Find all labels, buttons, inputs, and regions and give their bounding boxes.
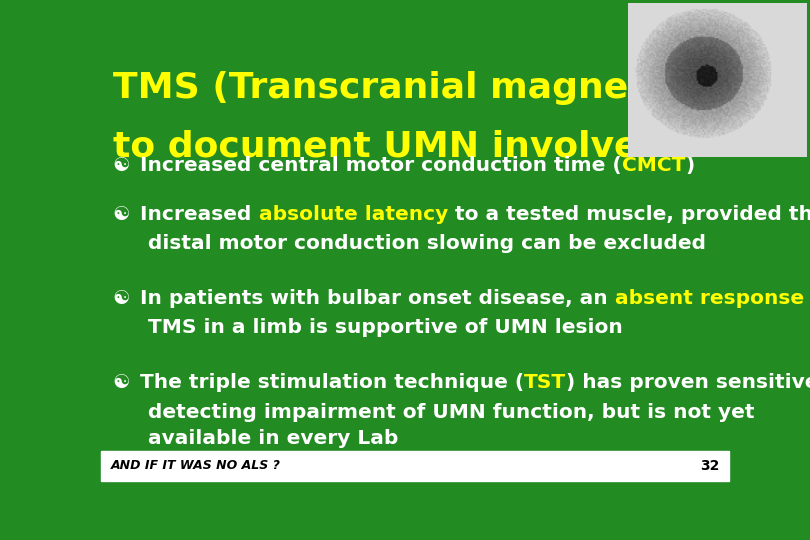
- Text: Increased central motor conduction time (: Increased central motor conduction time …: [140, 156, 622, 175]
- Text: Increased: Increased: [140, 205, 258, 224]
- Bar: [101, 451, 729, 481]
- Text: detecting impairment of UMN function, but is not yet: detecting impairment of UMN function, bu…: [148, 402, 755, 422]
- Text: to document UMN involvement: to document UMN involvement: [113, 129, 744, 163]
- Text: TMS (Transcranial magnetic stim): TMS (Transcranial magnetic stim): [113, 71, 797, 105]
- Text: ☯: ☯: [113, 374, 130, 393]
- Text: In patients with bulbar onset disease, an: In patients with bulbar onset disease, a…: [140, 289, 615, 308]
- Text: absent response: absent response: [615, 289, 804, 308]
- Text: to a tested muscle, provided that: to a tested muscle, provided that: [448, 205, 810, 224]
- Text: ): ): [685, 156, 694, 175]
- Text: ☯: ☯: [113, 205, 130, 224]
- Text: absolute latency: absolute latency: [258, 205, 448, 224]
- Text: The triple stimulation technique (: The triple stimulation technique (: [140, 374, 524, 393]
- Text: AND IF IT WAS NO ALS ?: AND IF IT WAS NO ALS ?: [111, 460, 280, 472]
- Text: distal motor conduction slowing can be excluded: distal motor conduction slowing can be e…: [148, 234, 706, 253]
- Text: ☯: ☯: [113, 156, 130, 175]
- Text: CMCT: CMCT: [622, 156, 685, 175]
- Text: ☯: ☯: [113, 289, 130, 308]
- Text: TST: TST: [524, 374, 566, 393]
- Text: to: to: [804, 289, 810, 308]
- Text: ) has proven sensitive in: ) has proven sensitive in: [566, 374, 810, 393]
- Text: TMS in a limb is supportive of UMN lesion: TMS in a limb is supportive of UMN lesio…: [148, 318, 623, 337]
- Text: 32: 32: [700, 459, 719, 473]
- Text: available in every Lab: available in every Lab: [148, 429, 399, 448]
